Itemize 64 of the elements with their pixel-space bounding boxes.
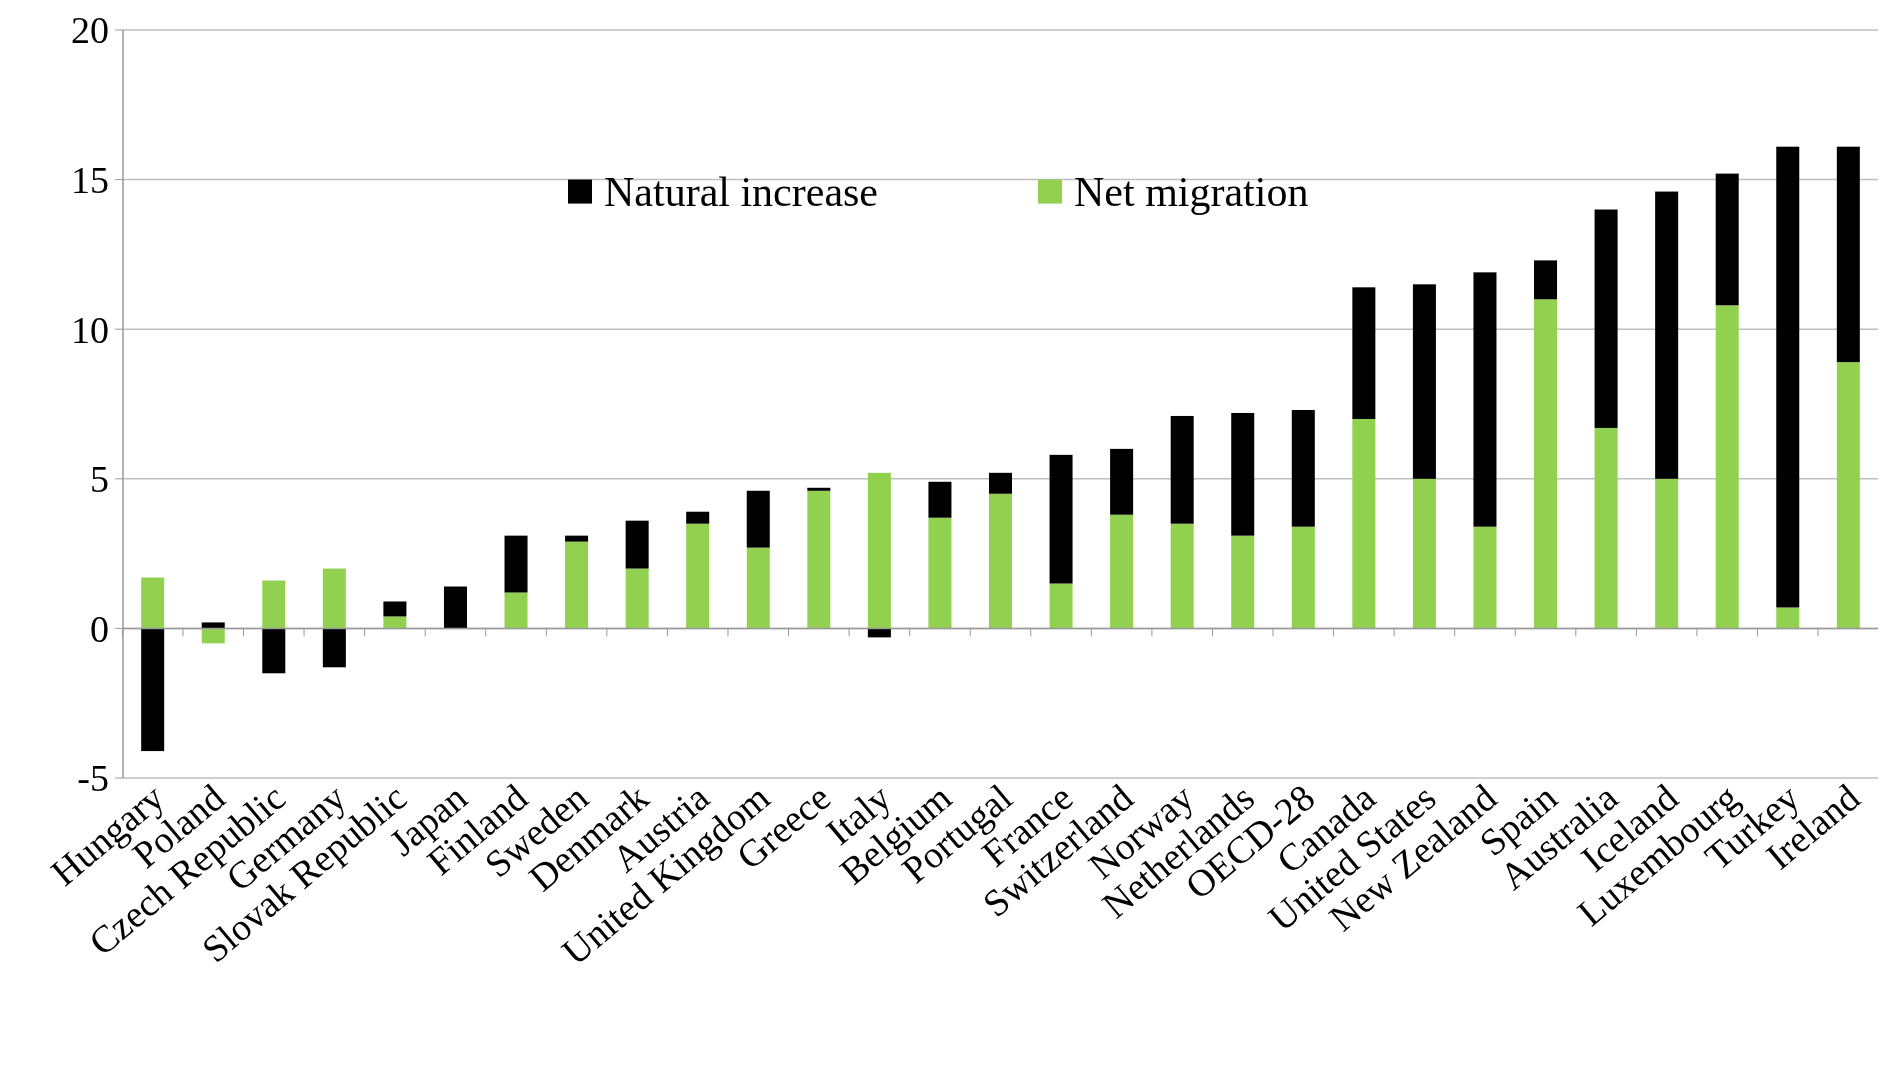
- bar: [1170, 415, 1194, 524]
- bar: [1836, 362, 1860, 629]
- y-tick-label: 20: [71, 9, 109, 52]
- bar: [1231, 412, 1255, 536]
- bar: [1291, 409, 1315, 527]
- bar: [1776, 607, 1800, 629]
- bar: [1110, 514, 1134, 629]
- bar: [1534, 260, 1558, 300]
- bar: [867, 472, 891, 629]
- bar: [1473, 272, 1497, 527]
- bar: [565, 535, 589, 542]
- bar: [504, 592, 528, 629]
- bar: [686, 511, 710, 524]
- y-tick-label: 5: [90, 458, 109, 501]
- bar: [686, 523, 710, 629]
- bar: [322, 568, 346, 629]
- bar: [1231, 535, 1255, 629]
- bar: [141, 628, 165, 752]
- bar: [988, 472, 1013, 494]
- y-tick-label: -5: [77, 757, 109, 800]
- bar: [807, 490, 831, 629]
- bar: [1473, 526, 1497, 629]
- bar: [383, 601, 407, 617]
- legend-label: Natural increase: [604, 169, 879, 216]
- bar: [504, 535, 528, 593]
- bar: [322, 628, 346, 668]
- bar: [988, 493, 1013, 629]
- bar: [1836, 146, 1860, 363]
- bar: [1110, 448, 1134, 515]
- bar: [1655, 478, 1679, 629]
- bar: [1291, 526, 1315, 629]
- bar: [928, 517, 952, 629]
- bar: [1412, 478, 1436, 629]
- bar: [443, 586, 467, 629]
- bar: [1352, 418, 1376, 629]
- bar: [201, 622, 225, 629]
- bar: [201, 628, 225, 644]
- bar: [141, 577, 165, 629]
- bar: [1049, 583, 1073, 629]
- bar: [1049, 454, 1073, 584]
- bar: [625, 568, 649, 629]
- bar: [1170, 523, 1194, 629]
- y-tick-label: 15: [71, 158, 109, 201]
- bar: [565, 541, 589, 629]
- bar: [1655, 191, 1679, 479]
- bar: [807, 487, 831, 491]
- bar: [262, 628, 286, 674]
- bar: [1715, 173, 1739, 306]
- bar: [383, 616, 407, 629]
- legend-label: Net migration: [1074, 169, 1309, 216]
- bar: [625, 520, 649, 569]
- bar: [1352, 287, 1376, 419]
- bar: [1594, 209, 1618, 428]
- bar: [1412, 284, 1436, 479]
- y-tick-label: 0: [90, 607, 109, 650]
- bar: [262, 580, 286, 629]
- bar: [928, 481, 952, 518]
- bar: [1534, 299, 1558, 629]
- bar: [1594, 427, 1618, 629]
- bar: [1776, 146, 1800, 608]
- bar: [746, 547, 770, 629]
- y-tick-label: 10: [71, 308, 109, 351]
- bar: [746, 490, 770, 548]
- bar: [1715, 305, 1739, 629]
